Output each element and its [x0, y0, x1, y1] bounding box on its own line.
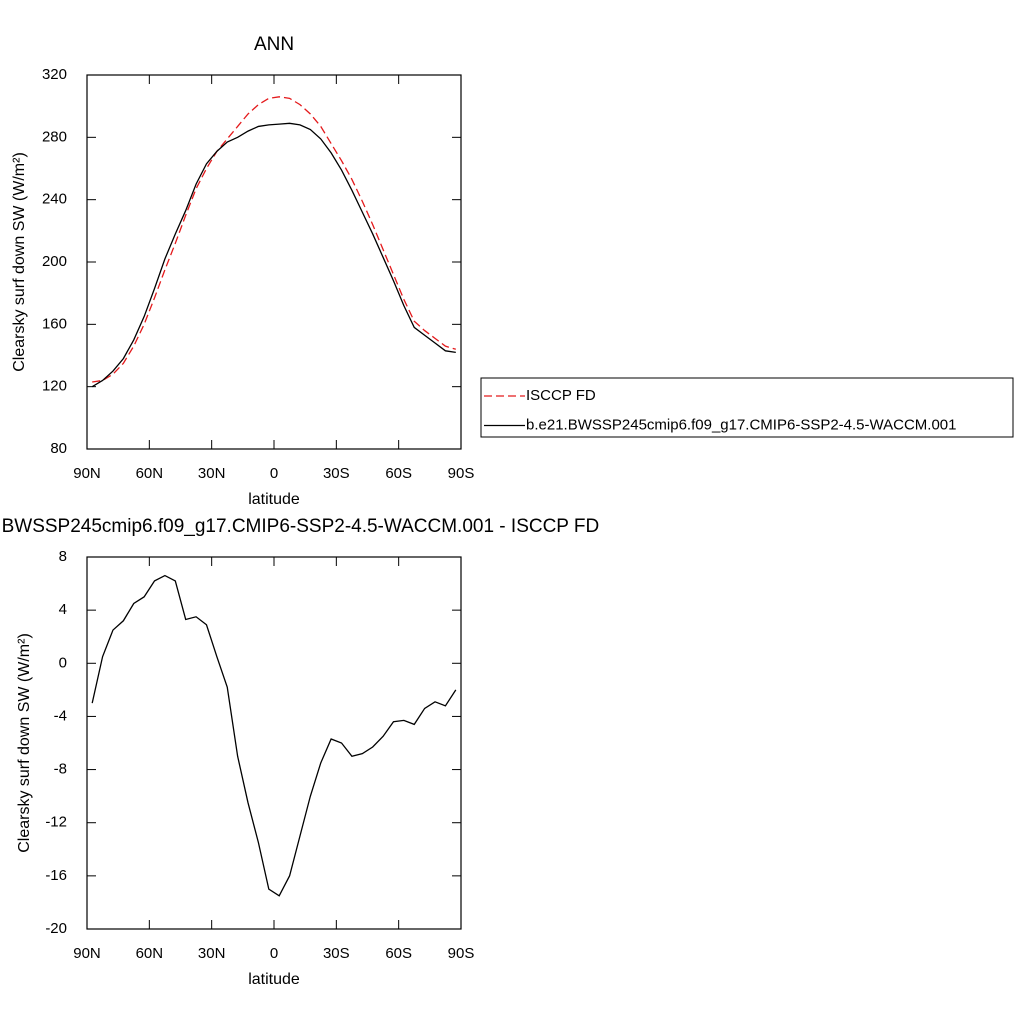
y-tick-label: 320: [42, 66, 67, 83]
y-tick-label: 240: [42, 191, 67, 208]
y-tick-label: 280: [42, 128, 67, 145]
y-tick-label: 0: [59, 654, 67, 671]
y-tick-label: 80: [50, 440, 67, 457]
x-tick-label: 0: [270, 465, 278, 482]
data-line: [91, 122, 456, 388]
plot-frame: [86, 74, 462, 450]
x-tick-label: 0: [270, 945, 278, 962]
legend-label: ISCCP FD: [526, 387, 596, 404]
y-tick-label: -16: [45, 867, 67, 884]
y-tick-label: 120: [42, 378, 67, 395]
x-tick-label: 90S: [448, 945, 475, 962]
x-tick-label: 90N: [73, 465, 101, 482]
chart-title: ANN: [254, 34, 294, 55]
x-tick-label: 30S: [323, 945, 350, 962]
x-tick-label: 30N: [198, 945, 226, 962]
y-tick-label: 8: [59, 548, 67, 565]
x-tick-label: 30N: [198, 465, 226, 482]
y-axis-label: Clearsky surf down SW (W/m²): [16, 633, 33, 853]
y-axis-label: Clearsky surf down SW (W/m²): [11, 152, 28, 372]
data-line: [92, 96, 456, 383]
y-tick-label: -4: [54, 707, 67, 724]
y-tick-label: 160: [42, 315, 67, 332]
x-tick-label: 90S: [448, 465, 475, 482]
legend-label: b.e21.BWSSP245cmip6.f09_g17.CMIP6-SSP2-4…: [526, 416, 956, 433]
x-tick-label: 60N: [136, 465, 164, 482]
x-tick-label: 60S: [385, 465, 412, 482]
x-tick-label: 30S: [323, 465, 350, 482]
x-tick-label: 60N: [136, 945, 164, 962]
y-tick-label: -8: [54, 761, 67, 778]
y-tick-label: 4: [59, 601, 67, 618]
x-tick-label: 60S: [385, 945, 412, 962]
x-tick-label: 90N: [73, 945, 101, 962]
chart-title: b.e21.BWSSP245cmip6.f09_g17.CMIP6-SSP2-4…: [0, 516, 599, 537]
x-axis-label: latitude: [248, 491, 300, 508]
legend-box: [480, 377, 1014, 438]
y-tick-label: -20: [45, 920, 67, 937]
data-line: [91, 574, 457, 897]
plot-frame: [86, 556, 462, 930]
y-tick-label: 200: [42, 253, 67, 270]
x-axis-label: latitude: [248, 971, 300, 988]
y-tick-label: -12: [45, 814, 67, 831]
